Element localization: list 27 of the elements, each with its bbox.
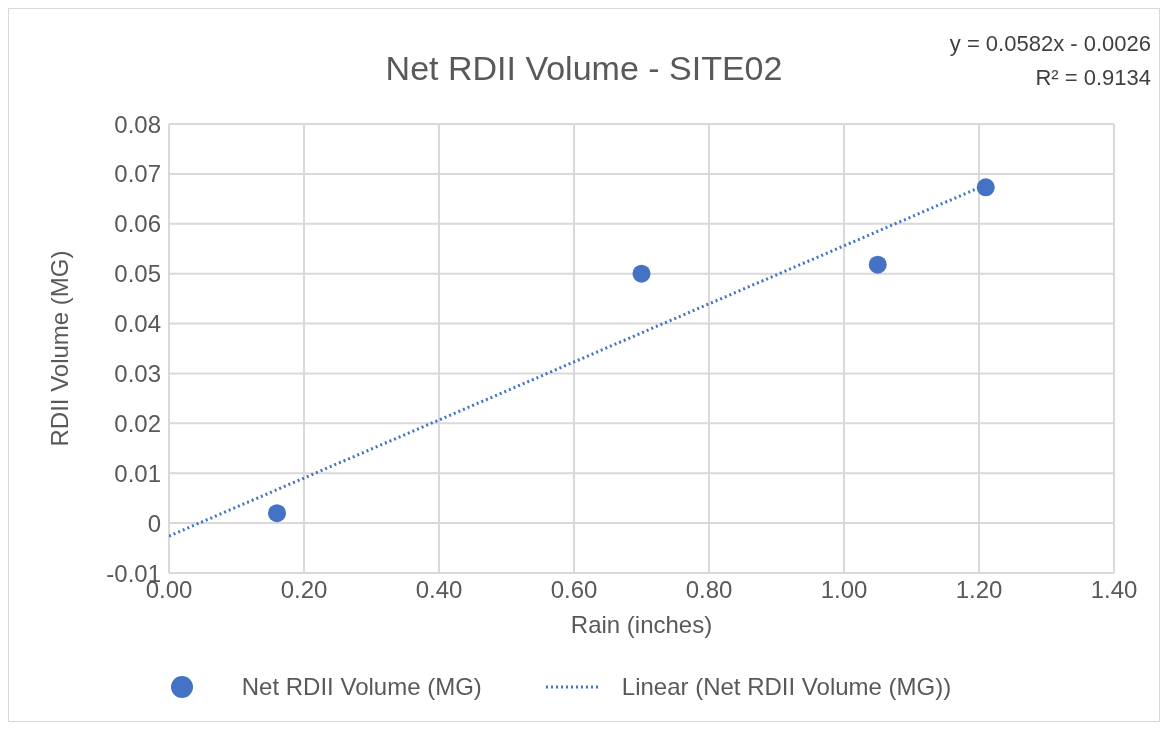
y-tick-label: 0.03 [114, 359, 161, 387]
x-tick-label: 0.80 [685, 576, 733, 604]
legend-label: Linear (Net RDII Volume (MG)) [621, 673, 952, 701]
x-axis-title: Rain (inches) [570, 611, 713, 638]
y-tick-label: 0 [147, 509, 161, 537]
x-tick-label: 0.40 [415, 576, 463, 604]
chart-title: Net RDII Volume - SITE02 [385, 49, 783, 87]
x-tick-label: 0.20 [280, 576, 328, 604]
y-tick-label: 0.06 [114, 210, 161, 238]
x-tick-label: 1.00 [820, 576, 868, 604]
y-axis-title: RDII Volume (MG) [45, 250, 73, 447]
y-tick-label: 0.05 [114, 260, 161, 288]
y-tick-label: 0.07 [114, 160, 161, 188]
y-tick-label: 0.04 [114, 310, 161, 338]
text: R² = 0.9134 [1034, 64, 1151, 92]
y-tick-label: 0.08 [114, 110, 161, 138]
text: y = 0.0582x - 0.0026 [949, 30, 1151, 58]
point [976, 178, 995, 197]
y-tick-label: 0.01 [114, 459, 161, 487]
point [632, 264, 651, 283]
legend-label: Net RDII Volume (MG) [241, 673, 482, 701]
x-tick-label: 1.20 [955, 576, 1003, 604]
x-tick-label: 1.40 [1090, 576, 1138, 604]
point [868, 255, 887, 274]
y-tick-label: 0.02 [114, 409, 161, 437]
x-tick-label: 0.60 [550, 576, 598, 604]
point [268, 504, 286, 523]
